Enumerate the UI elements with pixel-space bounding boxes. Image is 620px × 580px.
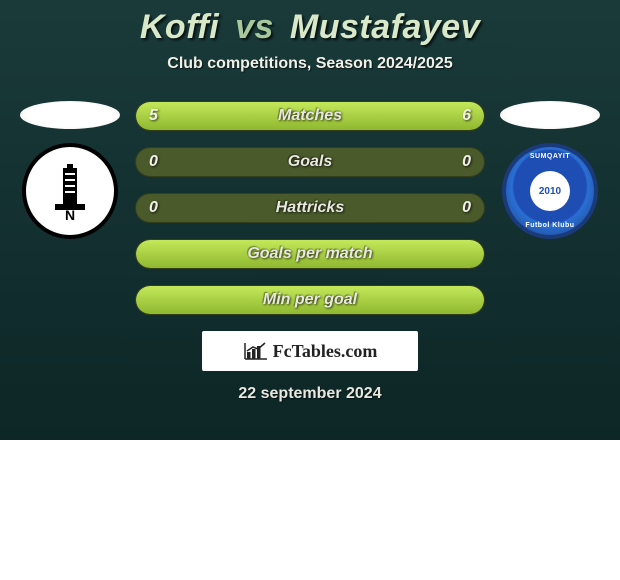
club-badge-left: N [22,143,118,239]
stat-value-right: 0 [462,153,471,171]
stat-label: Matches [278,107,342,125]
stat-row: 0 0 Goals [135,147,485,177]
stat-label: Goals per match [247,245,372,263]
badge-right-year: 2010 [530,171,570,211]
player1-photo-placeholder [20,101,120,129]
player2-photo-placeholder [500,101,600,129]
content-row: N SUMQAYIT 2010 Futbol Klubu 56Matches00… [0,101,620,315]
stat-bar-left [136,102,293,130]
neftchi-icon: N [35,156,105,226]
subtitle: Club competitions, Season 2024/2025 [0,55,620,73]
title: Koffi vs Mustafayev [0,0,620,47]
badge-right-top-text: SUMQAYIT [506,153,594,160]
stat-value-right: 6 [462,107,471,125]
source-label: FcTables.com [273,341,378,362]
player2-name: Mustafayev [290,8,480,46]
vs-label: vs [235,8,274,46]
date-line: 22 september 2024 [0,385,620,403]
club-badge-right: SUMQAYIT 2010 Futbol Klubu [502,143,598,239]
left-column: N [20,101,120,239]
stat-value-right: 0 [462,199,471,217]
stat-row: Min per goal [135,285,485,315]
chart-icon [243,341,269,361]
player1-name: Koffi [140,8,219,46]
stat-label: Hattricks [276,199,344,217]
stats-block: 5 6 Matches 0 0 Goals 0 0 Hattricks Goals per mat… [135,101,485,315]
stat-value-left: 0 [149,199,158,217]
stat-row: 5 6 Matches [135,101,485,131]
stat-row: 0 0 Hattricks [135,193,485,223]
stat-label: Goals [288,153,332,171]
source-box: FcTables.com [202,331,418,371]
right-column: SUMQAYIT 2010 Futbol Klubu [500,101,600,239]
stat-value-left: 0 [149,153,158,171]
stat-value-left: 5 [149,107,158,125]
stat-label: Min per goal [263,291,357,309]
svg-text:N: N [65,207,75,223]
stat-row: Goals per match [135,239,485,269]
badge-right-bottom-text: Futbol Klubu [506,222,594,229]
infographic-canvas: Koffi vs Mustafayev Club competitions, S… [0,0,620,440]
